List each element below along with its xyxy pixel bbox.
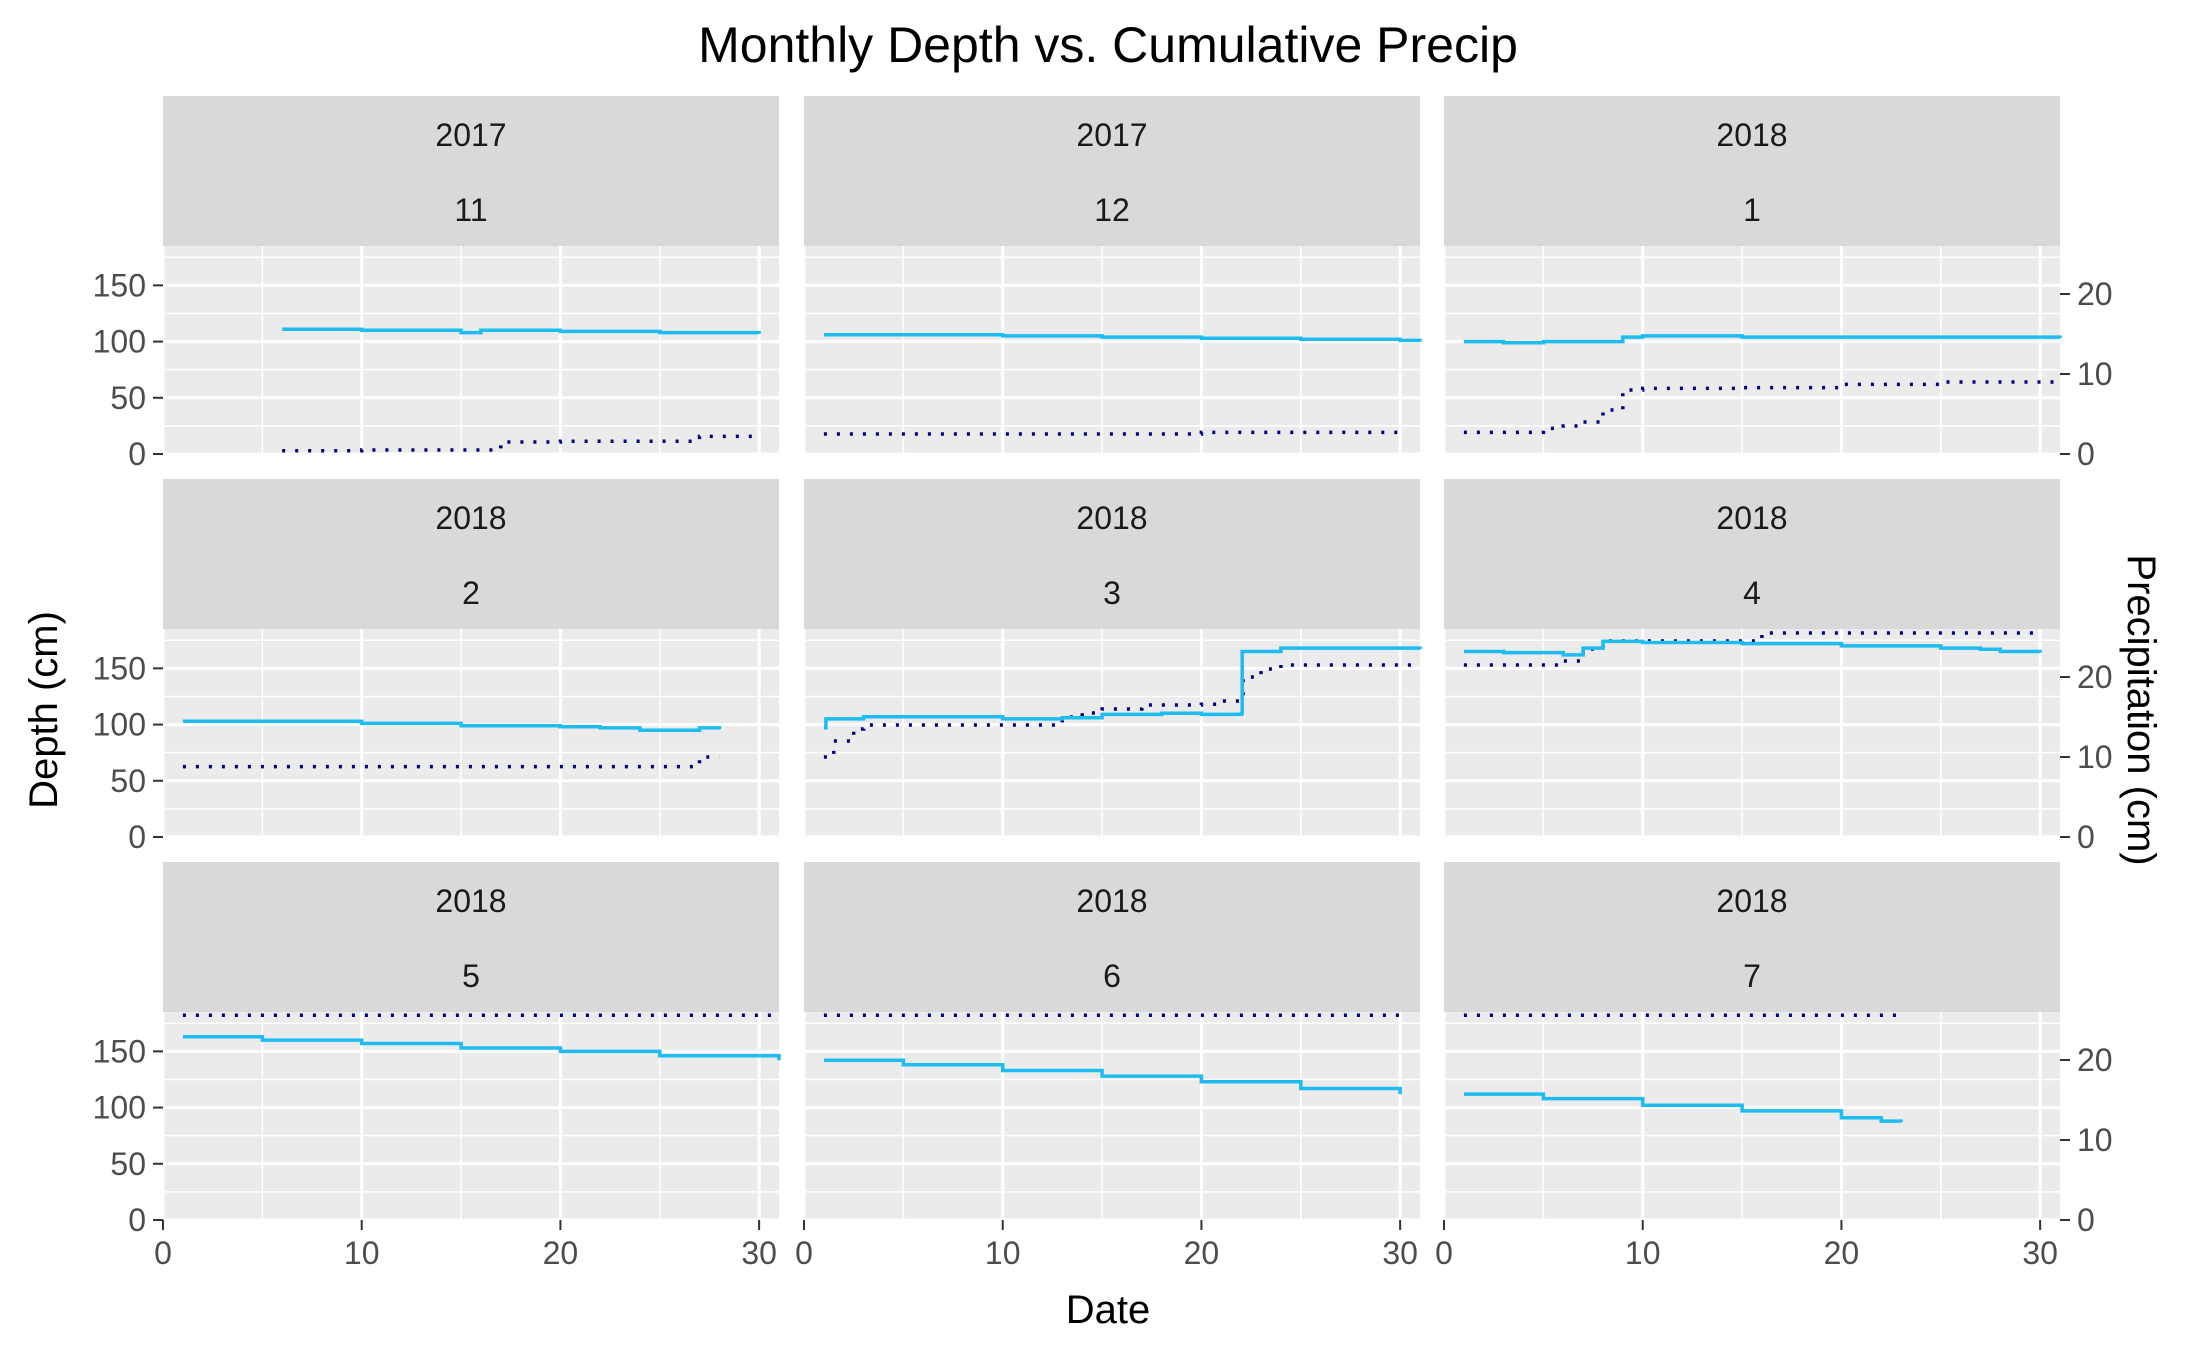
facet-panel-2017-12: 2017 12 xyxy=(802,96,1422,456)
panel-background xyxy=(163,246,779,454)
panel-background xyxy=(163,1012,779,1220)
y-tick-label: 150 xyxy=(93,267,146,303)
y-tick-label: 100 xyxy=(93,324,146,360)
y2-tick-label: 20 xyxy=(2077,1042,2113,1078)
strip-month-label: 11 xyxy=(454,192,487,228)
facet-strip xyxy=(804,479,1420,629)
facet-strip xyxy=(163,479,779,629)
depth-series-line xyxy=(182,719,722,732)
panel-background xyxy=(1444,1012,2060,1220)
strip-year-label: 2017 xyxy=(435,117,506,153)
facet-panel-2018-4: 2018 4 xyxy=(1442,479,2060,839)
precip-series-line xyxy=(182,755,720,769)
facet-panel-2017-11: 2017 11 xyxy=(161,96,779,456)
x-tick-label: 20 xyxy=(1824,1235,1860,1271)
depth-series-line xyxy=(823,333,1422,343)
y2-tick-label: 20 xyxy=(2077,276,2113,312)
strip-month-label: 4 xyxy=(1743,575,1761,611)
panel-background xyxy=(804,629,1420,837)
x-tick-label: 10 xyxy=(344,1235,380,1271)
y2-tick-label: 20 xyxy=(2077,659,2113,695)
strip-year-label: 2018 xyxy=(1716,883,1787,919)
facet-panel-2018-6: 2018 6 xyxy=(802,862,1420,1222)
strip-year-label: 2018 xyxy=(435,883,506,919)
y2-axis-title: Precipitation (cm) xyxy=(2119,554,2163,865)
y-tick-label: 100 xyxy=(93,1090,146,1126)
strip-month-label: 3 xyxy=(1103,575,1121,611)
depth-series-line xyxy=(1463,334,2062,345)
x-tick-label: 20 xyxy=(1184,1235,1220,1271)
depth-series-line xyxy=(1463,639,2042,657)
facet-strip xyxy=(1444,96,2060,246)
depth-series-line xyxy=(282,327,761,335)
y2-tick-label: 0 xyxy=(2077,819,2095,855)
x-tick-label: 0 xyxy=(795,1235,813,1271)
y2-tick-label: 10 xyxy=(2077,739,2113,775)
facet-panel-2018-7: 2018 7 xyxy=(1442,862,2060,1222)
strip-year-label: 2018 xyxy=(1716,500,1787,536)
strip-month-label: 2 xyxy=(462,575,480,611)
facet-strip xyxy=(804,862,1420,1012)
strip-year-label: 2017 xyxy=(1076,117,1147,153)
precip-series-line xyxy=(282,434,761,453)
x-tick-label: 10 xyxy=(985,1235,1021,1271)
y2-tick-label: 10 xyxy=(2077,1122,2113,1158)
y-tick-label: 150 xyxy=(93,1033,146,1069)
panel-background xyxy=(1444,629,2060,837)
y-tick-label: 100 xyxy=(93,707,146,743)
panel-background xyxy=(804,246,1420,454)
strip-month-label: 7 xyxy=(1743,958,1761,994)
precip-series-line xyxy=(823,430,1401,436)
x-tick-label: 10 xyxy=(1625,1235,1661,1271)
panel-background xyxy=(1444,246,2060,454)
panel-background xyxy=(163,629,779,837)
strip-year-label: 2018 xyxy=(1076,883,1147,919)
y-tick-label: 50 xyxy=(110,1146,146,1182)
x-tick-label: 30 xyxy=(741,1235,777,1271)
x-tick-label: 0 xyxy=(154,1235,172,1271)
y-tick-label: 150 xyxy=(93,650,146,686)
y-tick-label: 0 xyxy=(128,436,146,472)
facet-strip xyxy=(163,862,779,1012)
y-tick-label: 50 xyxy=(110,763,146,799)
x-tick-label: 30 xyxy=(2022,1235,2058,1271)
y-tick-label: 0 xyxy=(128,819,146,855)
facet-panel-2018-5: 2018 5 xyxy=(161,862,781,1222)
depth-series-line xyxy=(182,1034,781,1061)
precip-series-line xyxy=(823,663,1420,759)
strip-month-label: 12 xyxy=(1094,192,1130,228)
y2-tick-label: 0 xyxy=(2077,436,2095,472)
x-tick-label: 20 xyxy=(543,1235,579,1271)
facet-panels: 2017112017122018120182201832018420185201… xyxy=(161,96,2062,1222)
strip-month-label: 5 xyxy=(462,958,480,994)
strip-month-label: 1 xyxy=(1743,192,1761,228)
y-tick-label: 0 xyxy=(128,1202,146,1238)
x-tick-label: 0 xyxy=(1435,1235,1453,1271)
strip-year-label: 2018 xyxy=(435,500,506,536)
facet-panel-2018-2: 2018 2 xyxy=(161,479,779,839)
depth-series-line xyxy=(823,1058,1402,1095)
y-axis-title: Depth (cm) xyxy=(22,611,66,809)
facet-panel-2018-1: 2018 1 xyxy=(1442,96,2062,456)
depth-series-line xyxy=(1463,1092,1903,1123)
facet-strip xyxy=(1444,479,2060,629)
x-axis-title: Date xyxy=(1066,1288,1151,1332)
strip-month-label: 6 xyxy=(1103,958,1121,994)
y2-tick-label: 0 xyxy=(2077,1202,2095,1238)
facet-strip xyxy=(804,96,1420,246)
y2-tick-label: 10 xyxy=(2077,356,2113,392)
chart-title: Monthly Depth vs. Cumulative Precip xyxy=(698,17,1518,73)
facet-panel-2018-3: 2018 3 xyxy=(802,479,1422,839)
y-tick-label: 50 xyxy=(110,380,146,416)
panel-background xyxy=(804,1012,1420,1220)
facet-strip xyxy=(163,96,779,246)
facet-strip xyxy=(1444,862,2060,1012)
depth-series-line xyxy=(823,646,1422,730)
strip-year-label: 2018 xyxy=(1076,500,1147,536)
strip-year-label: 2018 xyxy=(1716,117,1787,153)
x-tick-label: 30 xyxy=(1382,1235,1418,1271)
